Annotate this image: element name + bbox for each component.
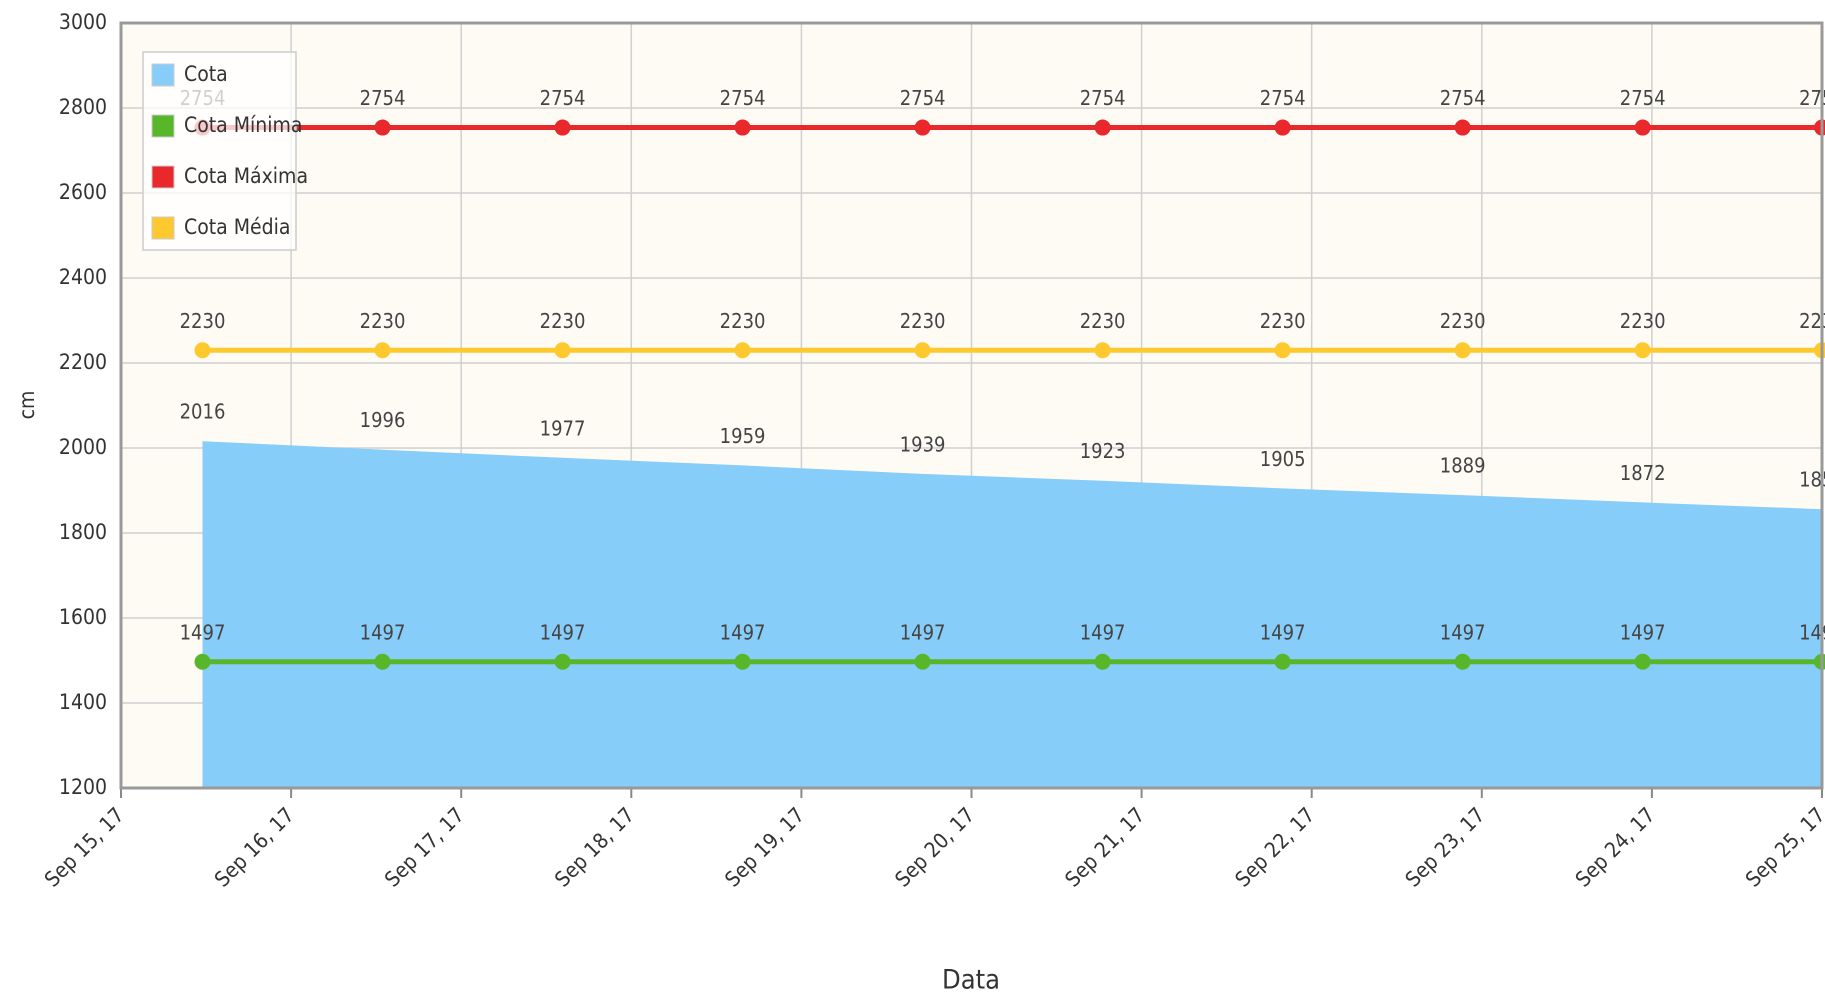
marker: [1274, 119, 1291, 136]
marker: [914, 119, 931, 136]
marker: [1454, 342, 1471, 359]
area: [202, 441, 1823, 788]
x-tick-label: Sep 21, 17: [1060, 803, 1149, 892]
data-label: 1497: [900, 620, 946, 644]
marker: [374, 342, 391, 359]
x-axis-label: Data: [942, 965, 1000, 996]
legend-label: Cota: [184, 62, 228, 86]
marker: [1094, 119, 1111, 136]
data-label: 2230: [1440, 309, 1486, 333]
data-label: 1497: [360, 620, 406, 644]
data-label: 1889: [1440, 454, 1486, 478]
data-label: 2230: [1260, 309, 1306, 333]
data-label: 2230: [1620, 309, 1666, 333]
marker: [1454, 653, 1471, 670]
marker: [1274, 342, 1291, 359]
data-label: 2754: [540, 86, 586, 110]
data-label: 1977: [540, 416, 586, 440]
marker: [554, 342, 571, 359]
plot-frame: [119, 21, 1824, 790]
legend-label: Cota Máxima: [184, 164, 308, 188]
data-label: 2754: [1260, 86, 1306, 110]
data-label: 2230: [720, 309, 766, 333]
data-label: 1497: [1260, 620, 1306, 644]
x-tick-label: Sep 23, 17: [1401, 803, 1490, 892]
data-label: 2754: [900, 86, 946, 110]
y-tick-label: 1400: [59, 690, 107, 714]
data-label: 2754: [1080, 86, 1126, 110]
data-label: 1497: [720, 620, 766, 644]
marker: [1634, 342, 1651, 359]
marker: [1634, 653, 1651, 670]
marker: [734, 653, 751, 670]
x-tick-label: Sep 19, 17: [720, 803, 809, 892]
data-label: 1939: [900, 432, 946, 456]
x-tick-label: Sep 17, 17: [380, 803, 469, 892]
marker: [914, 653, 931, 670]
x-tick-label: Sep 20, 17: [890, 803, 979, 892]
marker: [554, 119, 571, 136]
data-label: 2754: [360, 86, 406, 110]
y-tick-label: 1200: [59, 775, 107, 799]
data-label: 2230: [1080, 309, 1126, 333]
data-label: 2754: [1620, 86, 1666, 110]
y-tick-label: 1600: [59, 605, 107, 629]
data-label: 1497: [1440, 620, 1486, 644]
legend-label: Cota Média: [184, 215, 291, 239]
marker: [1274, 653, 1291, 670]
x-tick-label: Sep 24, 17: [1571, 803, 1660, 892]
marker: [1094, 653, 1111, 670]
legend-swatch: [151, 165, 175, 189]
data-label: 1923: [1080, 439, 1126, 463]
data-label: 1959: [720, 424, 766, 448]
marker: [554, 653, 571, 670]
y-tick-label: 2400: [59, 265, 107, 289]
legend-swatch: [151, 63, 175, 87]
data-label: 1497: [1080, 620, 1126, 644]
data-label: 2230: [540, 309, 586, 333]
marker: [374, 119, 391, 136]
data-label: 1996: [360, 408, 406, 432]
marker: [734, 119, 751, 136]
legend-swatch: [151, 114, 175, 138]
y-tick-label: 2200: [59, 350, 107, 374]
data-label: 2016: [180, 400, 226, 424]
data-label: 1497: [1620, 620, 1666, 644]
data-label: 1497: [540, 620, 586, 644]
y-tick-label: 1800: [59, 520, 107, 544]
data-label: 1905: [1260, 447, 1306, 471]
y-axis-label: cm: [15, 391, 39, 420]
marker: [374, 653, 391, 670]
y-tick-label: 3000: [59, 10, 107, 34]
marker: [194, 342, 211, 359]
data-label: 2754: [1440, 86, 1486, 110]
marker: [914, 342, 931, 359]
legend-label: Cota Mínima: [184, 113, 303, 137]
y-tick-label: 2600: [59, 180, 107, 204]
marker: [734, 342, 751, 359]
y-tick-label: 2800: [59, 95, 107, 119]
x-tick-label: Sep 25, 17: [1741, 803, 1825, 892]
marker: [194, 653, 211, 670]
data-label: 1872: [1620, 461, 1666, 485]
data-label: 2230: [900, 309, 946, 333]
marker: [1094, 342, 1111, 359]
x-tick-label: Sep 22, 17: [1231, 803, 1320, 892]
marker: [1634, 119, 1651, 136]
data-label: 2754: [720, 86, 766, 110]
data-label: 2230: [360, 309, 406, 333]
x-tick-label: Sep 15, 17: [40, 803, 129, 892]
legend-swatch: [151, 216, 175, 240]
marker: [1454, 119, 1471, 136]
y-tick-label: 2000: [59, 435, 107, 459]
data-label: 1497: [180, 620, 226, 644]
data-label: 2230: [180, 309, 226, 333]
x-tick-label: Sep 18, 17: [550, 803, 639, 892]
x-tick-label: Sep 16, 17: [210, 803, 299, 892]
